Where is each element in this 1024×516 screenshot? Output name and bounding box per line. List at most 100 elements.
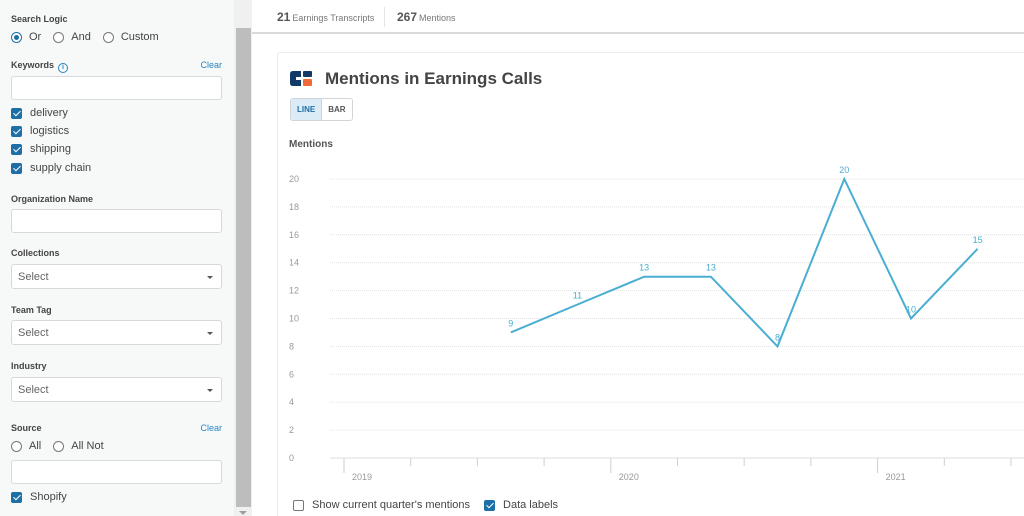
source-item-label: Shopify bbox=[30, 491, 67, 503]
chevron-down-icon bbox=[207, 389, 213, 392]
filter-sidebar: Search Logic Or And Custom Keywords i Cle… bbox=[0, 0, 234, 516]
show-current-quarter-option[interactable]: Show current quarter's mentions bbox=[293, 499, 470, 511]
collections-select-value: Select bbox=[18, 271, 49, 283]
line-toggle-button[interactable]: LINE bbox=[291, 99, 323, 120]
keyword-item-logistics[interactable]: logistics bbox=[11, 125, 69, 137]
team-tag-label: Team Tag bbox=[11, 305, 52, 315]
stats-bar: 21 Earnings Transcripts 267 Mentions bbox=[252, 0, 1024, 34]
transcripts-label: Earnings Transcripts bbox=[292, 13, 375, 23]
industry-select-value: Select bbox=[18, 384, 49, 396]
data-label: 9 bbox=[508, 318, 513, 328]
y-tick-label: 10 bbox=[289, 314, 299, 324]
scrollbar-thumb[interactable] bbox=[236, 28, 251, 507]
data-labels-option[interactable]: Data labels bbox=[484, 499, 558, 511]
keyword-item-shipping[interactable]: shipping bbox=[11, 143, 71, 155]
collections-label: Collections bbox=[11, 248, 60, 258]
line-chart: 0 2 4 6 8 10 12 14 16 18 20 2019 2020 2021 9 11 13 13 8 20 1… bbox=[252, 150, 1024, 490]
mentions-line bbox=[510, 176, 979, 349]
chart-type-toggle: LINE BAR bbox=[290, 98, 353, 121]
radio-all-label: All bbox=[29, 440, 42, 452]
checkbox-checked-icon[interactable] bbox=[11, 107, 22, 119]
source-label: Source bbox=[11, 423, 42, 433]
industry-label: Industry bbox=[11, 361, 47, 371]
y-tick-label: 2 bbox=[289, 425, 294, 435]
keywords-clear-link[interactable]: Clear bbox=[200, 60, 222, 70]
data-label: 13 bbox=[706, 263, 716, 273]
mentions-stat: 267 Mentions bbox=[397, 10, 456, 24]
data-label: 13 bbox=[639, 263, 649, 273]
y-tick-label: 6 bbox=[289, 369, 294, 379]
checkbox-checked-icon[interactable] bbox=[11, 162, 22, 174]
organization-name-input[interactable] bbox=[11, 209, 222, 233]
checkbox-checked-icon[interactable] bbox=[484, 499, 496, 511]
keyword-label: delivery bbox=[30, 107, 68, 119]
info-icon[interactable]: i bbox=[58, 63, 69, 73]
x-year-label: 2021 bbox=[886, 472, 906, 482]
data-label: 11 bbox=[573, 291, 582, 301]
keywords-input[interactable] bbox=[11, 76, 222, 100]
scroll-down-arrow-icon[interactable] bbox=[239, 511, 247, 515]
radio-or-label: Or bbox=[29, 31, 42, 43]
radio-all-icon[interactable] bbox=[11, 440, 22, 452]
radio-all-not-icon[interactable] bbox=[53, 440, 65, 452]
keyword-item-delivery[interactable]: delivery bbox=[11, 107, 68, 119]
radio-or-icon[interactable] bbox=[11, 31, 22, 43]
y-tick-label: 12 bbox=[289, 286, 299, 296]
checkbox-checked-icon[interactable] bbox=[11, 125, 22, 137]
stats-divider bbox=[384, 7, 385, 27]
chevron-down-icon bbox=[207, 332, 213, 335]
x-year-label: 2020 bbox=[619, 472, 639, 482]
radio-custom-icon[interactable] bbox=[102, 31, 114, 43]
keyword-label: shipping bbox=[30, 143, 71, 155]
checkbox-checked-icon[interactable] bbox=[11, 491, 22, 503]
checkbox-unchecked-icon[interactable] bbox=[293, 499, 304, 511]
y-tick-label: 8 bbox=[289, 341, 294, 351]
source-clear-link[interactable]: Clear bbox=[200, 423, 222, 433]
radio-or[interactable]: Or bbox=[11, 31, 41, 43]
data-label: 15 bbox=[973, 235, 983, 245]
y-tick-label: 20 bbox=[289, 174, 299, 184]
mentions-chart-card: Mentions in Earnings Calls LINE BAR Ment… bbox=[277, 52, 1024, 516]
data-labels-label: Data labels bbox=[503, 499, 559, 511]
keywords-label: Keywords i bbox=[11, 60, 69, 73]
radio-all-not[interactable]: All Not bbox=[53, 440, 104, 452]
data-label: 20 bbox=[839, 165, 849, 175]
source-item-shopify[interactable]: Shopify bbox=[11, 491, 67, 503]
y-tick-label: 18 bbox=[289, 202, 299, 212]
show-current-quarter-label: Show current quarter's mentions bbox=[312, 499, 471, 511]
keywords-label-text: Keywords bbox=[11, 60, 55, 70]
radio-all-not-label: All Not bbox=[71, 440, 104, 452]
sidebar-scrollbar[interactable] bbox=[234, 0, 252, 516]
chart-options: Show current quarter's mentions Data lab… bbox=[293, 499, 572, 511]
radio-and-label: And bbox=[71, 31, 91, 43]
transcripts-stat: 21 Earnings Transcripts bbox=[277, 10, 374, 24]
chart-title: Mentions in Earnings Calls bbox=[325, 69, 543, 88]
keyword-item-supply-chain[interactable]: supply chain bbox=[11, 162, 91, 174]
y-axis-title: Mentions bbox=[289, 139, 333, 150]
mentions-count: 267 bbox=[397, 10, 418, 24]
radio-and-icon[interactable] bbox=[53, 31, 65, 43]
keyword-label: supply chain bbox=[30, 162, 92, 174]
checkbox-checked-icon[interactable] bbox=[11, 143, 22, 155]
mentions-label: Mentions bbox=[419, 13, 456, 23]
industry-select[interactable]: Select bbox=[11, 377, 222, 402]
data-label: 10 bbox=[906, 305, 916, 315]
team-tag-select-value: Select bbox=[18, 327, 49, 339]
x-year-label: 2019 bbox=[352, 472, 372, 482]
team-tag-select[interactable]: Select bbox=[11, 320, 222, 345]
keyword-label: logistics bbox=[30, 125, 70, 137]
radio-all[interactable]: All bbox=[11, 440, 41, 452]
search-logic-radio-group: Or And Custom bbox=[11, 31, 171, 43]
y-tick-label: 4 bbox=[289, 397, 294, 407]
radio-custom-label: Custom bbox=[120, 31, 159, 43]
collections-select[interactable]: Select bbox=[11, 264, 222, 289]
transcripts-count: 21 bbox=[277, 10, 291, 24]
bar-toggle-button[interactable]: BAR bbox=[322, 99, 352, 120]
data-label: 8 bbox=[775, 332, 780, 342]
radio-and[interactable]: And bbox=[53, 31, 91, 43]
source-input[interactable] bbox=[11, 460, 222, 484]
radio-custom[interactable]: Custom bbox=[102, 31, 159, 43]
chevron-down-icon bbox=[207, 276, 213, 279]
y-tick-label: 14 bbox=[289, 258, 299, 268]
source-radio-group: All All Not bbox=[11, 440, 116, 452]
